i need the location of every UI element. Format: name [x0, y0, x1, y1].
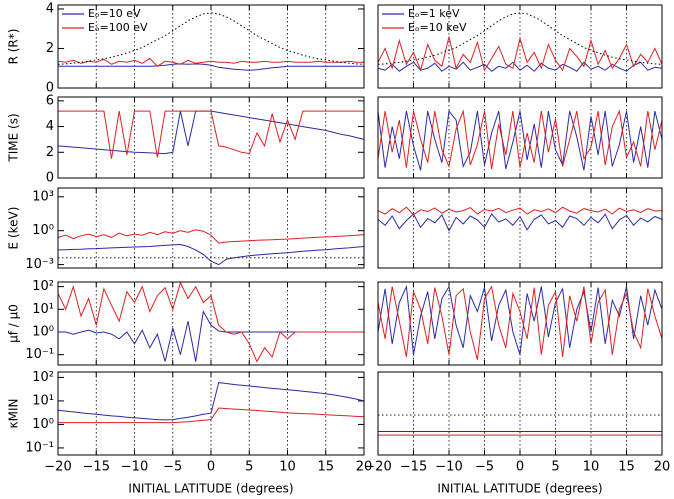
series-line — [378, 213, 662, 232]
panel — [377, 96, 663, 179]
series-line — [378, 36, 662, 72]
y-tick-label: 10⁻¹ — [25, 440, 54, 455]
y-tick-label: 2 — [46, 41, 54, 56]
plot-frame — [377, 4, 663, 89]
plot-frame — [377, 187, 663, 269]
series-line — [58, 282, 364, 363]
plot-frame — [57, 371, 365, 456]
plot-frame — [57, 4, 365, 89]
y-axis-label: μf / μ0 — [7, 304, 21, 343]
series-line — [58, 243, 364, 266]
panel: 10⁻³ 10⁰ 10³ E (keV) — [7, 187, 365, 272]
x-tick-label: 15 — [618, 460, 635, 475]
x-tick-label: 10 — [583, 460, 600, 475]
series-line — [378, 284, 662, 355]
plot-frame — [377, 371, 663, 456]
x-tick-label: −15 — [400, 460, 427, 475]
x-tick-label: −20 — [364, 460, 391, 475]
y-tick-label: 10¹ — [32, 393, 54, 408]
y-tick-label: 10² — [32, 370, 54, 385]
x-tick-label: 15 — [317, 460, 334, 475]
x-tick-label: −10 — [435, 460, 462, 475]
y-tick-label: 10⁰ — [32, 223, 54, 238]
y-tick-label: 10⁰ — [32, 417, 54, 432]
x-tick-label: 0 — [516, 460, 524, 475]
y-tick-label: 0 — [46, 81, 54, 96]
y-tick-label: 4 — [46, 119, 54, 134]
y-axis-label: TIME (s) — [7, 113, 21, 162]
x-tick-label: −20 — [44, 460, 71, 475]
y-tick-label: 6 — [46, 93, 54, 108]
panel: −20 −15 −10 −5 0 5 10 15 20 10⁻¹ 10⁰ 10¹ 10² κMIN INIT… — [7, 370, 373, 496]
y-tick-label: 0 — [46, 171, 54, 186]
series-line — [378, 109, 662, 171]
x-axis-label: INITIAL LATITUDE (degrees) — [128, 482, 293, 496]
x-tick-label: 0 — [207, 460, 215, 475]
series-line — [58, 63, 364, 71]
series-line — [58, 229, 364, 244]
x-tick-label: −5 — [163, 460, 182, 475]
plot-frame — [57, 281, 365, 366]
series-line — [58, 407, 364, 424]
plot-frame — [57, 187, 365, 269]
x-tick-label: −15 — [83, 460, 110, 475]
x-axis-label: INITIAL LATITUDE (degrees) — [437, 482, 602, 496]
legend-label: Eₒ=100 eV — [88, 21, 148, 34]
series-line — [58, 12, 364, 65]
series-line — [378, 206, 662, 216]
x-tick-label: −5 — [475, 460, 494, 475]
panel: −20 −15 −10 −5 0 5 10 15 20 INITIAL LATITUDE (deg… — [364, 371, 671, 496]
series-line — [378, 109, 662, 170]
panel: 0 2 4 6 TIME (s) — [7, 93, 365, 186]
y-tick-label: 10¹ — [32, 302, 54, 317]
series-line — [58, 110, 364, 159]
x-tick-label: 20 — [356, 460, 373, 475]
y-tick-label: 4 — [46, 1, 54, 16]
x-tick-label: 10 — [279, 460, 296, 475]
x-tick-label: 5 — [551, 460, 559, 475]
plot-frame — [377, 96, 663, 179]
panel — [377, 281, 663, 366]
y-tick-label: 10⁻³ — [25, 257, 54, 272]
y-tick-label: 10² — [32, 279, 54, 294]
y-axis-label: R (R*) — [7, 29, 21, 65]
series-line — [378, 285, 662, 360]
panel — [377, 187, 663, 269]
y-tick-label: 2 — [46, 145, 54, 160]
x-tick-label: 5 — [245, 460, 253, 475]
series-line — [58, 382, 364, 421]
legend-label: Eₒ=1 keV — [408, 7, 460, 20]
y-tick-label: 10³ — [32, 189, 54, 204]
y-axis-label: κMIN — [7, 399, 21, 429]
plot-frame — [57, 96, 365, 179]
y-axis-label: E (keV) — [7, 207, 21, 250]
plot-frame — [377, 281, 663, 366]
x-tick-label: 20 — [654, 460, 671, 475]
legend-label: Eₒ=10 eV — [88, 7, 141, 20]
legend-label: Eₒ=10 keV — [408, 21, 467, 34]
y-tick-label: 10⁰ — [32, 324, 54, 339]
panel: 10⁻¹ 10⁰ 10¹ 10² μf / μ0 — [7, 279, 365, 366]
x-tick-label: −10 — [121, 460, 148, 475]
series-line — [58, 57, 364, 67]
y-tick-label: 10⁻¹ — [25, 347, 54, 362]
